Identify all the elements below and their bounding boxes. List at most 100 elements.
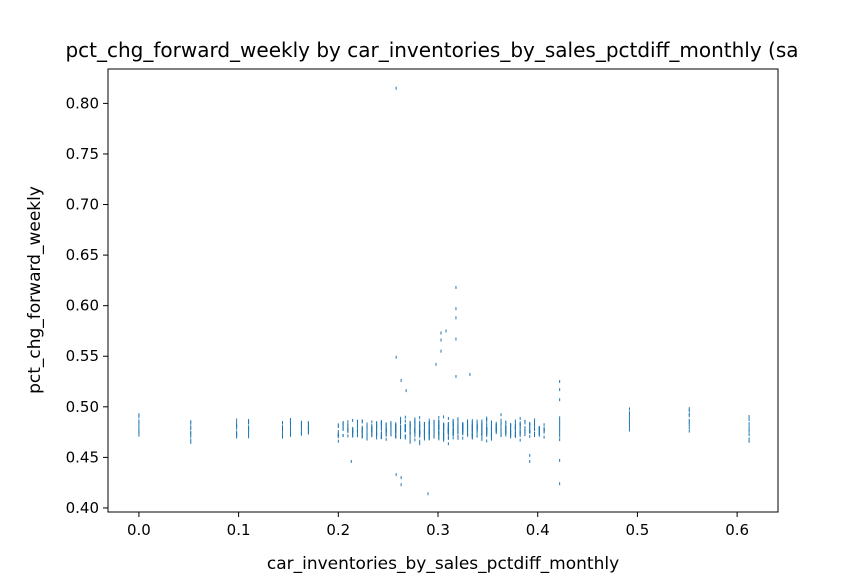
scatter-point xyxy=(376,430,378,434)
scatter-point xyxy=(190,420,192,424)
scatter-point xyxy=(628,407,630,411)
scatter-point xyxy=(190,434,192,438)
scatter-point xyxy=(467,423,469,427)
scatter-point xyxy=(371,429,373,433)
scatter-point xyxy=(529,427,531,431)
x-tick-label: 0.5 xyxy=(625,521,649,539)
scatter-point xyxy=(510,424,512,428)
scatter-point xyxy=(490,426,492,430)
scatter-point xyxy=(500,434,502,438)
scatter-point xyxy=(236,421,238,425)
scatter-point xyxy=(476,434,478,438)
scatter-point xyxy=(419,426,421,430)
scatter-point xyxy=(138,413,140,417)
scatter-point xyxy=(452,432,454,436)
scatter-point xyxy=(688,412,690,416)
scatter-point xyxy=(688,418,690,422)
scatter-point xyxy=(366,437,368,441)
scatter-point xyxy=(289,418,291,422)
scatter-point xyxy=(447,430,449,434)
scatter-point xyxy=(688,420,690,424)
scatter-point xyxy=(409,435,411,439)
scatter-point xyxy=(248,430,250,434)
scatter-point xyxy=(337,439,339,443)
scatter-point xyxy=(385,431,387,435)
scatter-point xyxy=(433,432,435,436)
scatter-point xyxy=(419,432,421,436)
scatter-point xyxy=(248,427,250,430)
scatter-point xyxy=(409,429,411,433)
scatter-point xyxy=(404,425,406,429)
scatter-point xyxy=(307,423,309,427)
scatter-point xyxy=(443,438,445,442)
x-tick-label: 0.0 xyxy=(127,521,151,539)
scatter-point xyxy=(688,409,690,413)
scatter-point xyxy=(409,421,411,425)
scatter-point xyxy=(428,427,430,431)
scatter-point xyxy=(495,427,497,431)
scatter-point xyxy=(138,415,140,419)
scatter-point xyxy=(414,425,416,429)
scatter-point xyxy=(380,425,382,429)
scatter-point xyxy=(514,422,516,426)
scatter-point xyxy=(433,420,435,424)
scatter-point xyxy=(438,419,440,423)
scatter-point xyxy=(447,432,449,436)
scatter-point xyxy=(433,434,435,438)
scatter-point xyxy=(529,434,531,438)
scatter-point xyxy=(443,428,445,432)
scatter-point xyxy=(476,424,478,428)
scatter-point xyxy=(559,421,561,425)
scatter-point xyxy=(366,432,368,436)
scatter-point xyxy=(452,436,454,440)
scatter-point xyxy=(300,428,302,432)
scatter-point xyxy=(337,425,339,428)
scatter-point xyxy=(438,437,440,441)
y-axis: 0.40 0.45 0.50 0.55 0.60 0.65 0.70 0.75 0.80 xyxy=(66,94,108,517)
scatter-point xyxy=(395,425,397,429)
scatter-point xyxy=(490,428,492,432)
scatter-point xyxy=(289,420,291,424)
y-tick-label: 0.80 xyxy=(66,94,99,112)
scatter-point xyxy=(462,429,464,433)
scatter-point xyxy=(443,423,445,427)
scatter-point xyxy=(559,434,561,438)
scatter-point xyxy=(390,425,392,429)
scatter-point xyxy=(409,440,411,444)
scatter-point xyxy=(628,418,630,422)
scatter-point xyxy=(440,349,442,353)
y-tick-label: 0.65 xyxy=(66,246,99,264)
scatter-point xyxy=(476,419,478,423)
x-tick-label: 0.3 xyxy=(426,521,450,539)
scatter-point xyxy=(361,427,363,431)
scatter-point xyxy=(481,419,483,423)
scatter-point xyxy=(300,424,302,428)
scatter-point xyxy=(347,420,349,424)
scatter-point xyxy=(519,427,521,431)
scatter-point xyxy=(423,425,425,429)
scatter-point xyxy=(409,431,411,435)
scatter-point xyxy=(361,435,363,439)
scatter-point xyxy=(500,427,502,431)
scatter-point xyxy=(445,329,447,333)
scatter-point xyxy=(534,418,536,422)
scatter-point xyxy=(748,422,750,426)
scatter-point xyxy=(356,433,358,437)
scatter-point xyxy=(559,380,561,384)
scatter-point xyxy=(543,435,545,439)
scatter-point xyxy=(538,427,540,431)
scatter-point xyxy=(281,428,283,432)
scatter-point xyxy=(534,424,536,428)
scatter-point xyxy=(529,425,531,429)
scatter-point xyxy=(514,419,516,423)
scatter-point xyxy=(385,433,387,437)
scatter-point xyxy=(559,426,561,430)
scatter-point xyxy=(289,427,291,431)
scatter-point xyxy=(414,438,416,442)
scatter-point xyxy=(404,415,406,419)
scatter-point xyxy=(423,428,425,432)
scatter-point xyxy=(248,432,250,436)
scatter-point xyxy=(409,426,411,430)
scatter-point xyxy=(462,424,464,428)
